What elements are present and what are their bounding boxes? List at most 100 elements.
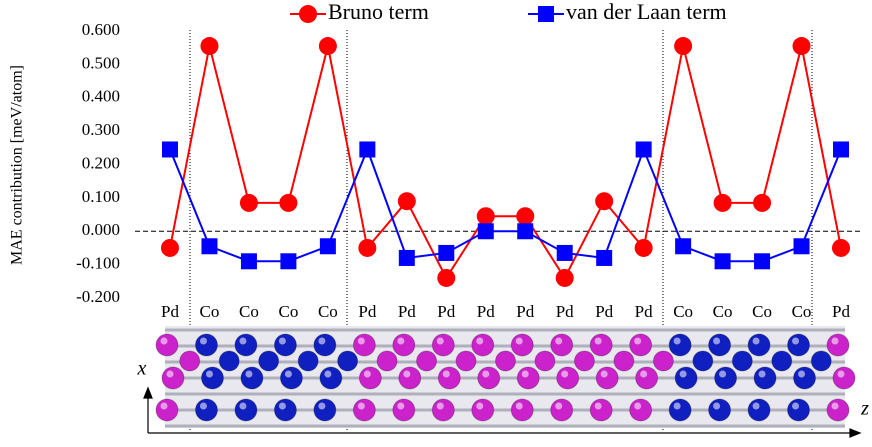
atom bbox=[495, 350, 516, 372]
atom bbox=[708, 398, 732, 422]
point bbox=[477, 223, 494, 240]
atom-highlight bbox=[634, 337, 642, 345]
series-line bbox=[169, 146, 842, 263]
arrow-head bbox=[849, 428, 862, 438]
point bbox=[517, 223, 534, 240]
atom-highlight bbox=[436, 402, 444, 410]
atom bbox=[714, 366, 738, 390]
point bbox=[713, 193, 732, 212]
atom-highlight bbox=[515, 402, 523, 410]
x-tick-label: Co bbox=[278, 302, 298, 321]
atom bbox=[635, 366, 659, 390]
x-tick-label: Pd bbox=[595, 302, 613, 321]
atom bbox=[313, 398, 337, 422]
atom bbox=[319, 366, 343, 390]
point bbox=[754, 253, 771, 270]
atom bbox=[337, 350, 359, 372]
atom bbox=[431, 398, 455, 422]
atom bbox=[273, 333, 297, 357]
point bbox=[319, 238, 336, 255]
atom bbox=[471, 398, 495, 422]
point bbox=[714, 253, 731, 270]
atom-highlight bbox=[640, 370, 648, 378]
x-tick-label: Pd bbox=[832, 302, 850, 321]
y-tick-label: 0.600 bbox=[82, 20, 120, 39]
atom bbox=[668, 398, 692, 422]
atom-highlight bbox=[752, 402, 760, 410]
atom bbox=[194, 398, 218, 422]
point bbox=[279, 193, 298, 212]
atom-highlight bbox=[436, 337, 444, 345]
atom bbox=[431, 333, 455, 357]
atom-highlight bbox=[831, 337, 839, 345]
point bbox=[398, 249, 415, 266]
atom bbox=[753, 366, 777, 390]
atom-highlight bbox=[284, 370, 292, 378]
arrow-head bbox=[143, 386, 153, 399]
x-tick-label: Pd bbox=[358, 302, 376, 321]
atom bbox=[652, 350, 674, 372]
atom bbox=[392, 333, 416, 357]
x-tick-label: Co bbox=[239, 302, 259, 321]
atom bbox=[510, 398, 534, 422]
atom-highlight bbox=[476, 402, 484, 410]
x-tick-label: Pd bbox=[516, 302, 534, 321]
atom-highlight bbox=[555, 402, 563, 410]
atom bbox=[218, 350, 240, 372]
atom bbox=[194, 333, 218, 357]
atom-highlight bbox=[239, 402, 247, 410]
atom bbox=[674, 366, 698, 390]
point bbox=[397, 192, 416, 211]
atom-highlight bbox=[837, 370, 845, 378]
atom bbox=[613, 350, 635, 372]
x-tick-label: Pd bbox=[635, 302, 653, 321]
point bbox=[792, 37, 811, 56]
legend-marker bbox=[299, 5, 317, 23]
y-tick-label: 0.300 bbox=[82, 120, 120, 139]
atom bbox=[708, 333, 732, 357]
point bbox=[161, 238, 179, 257]
point bbox=[635, 141, 652, 158]
x-tick-label: Pd bbox=[556, 302, 574, 321]
atom bbox=[352, 333, 376, 357]
atom bbox=[200, 366, 224, 390]
point bbox=[832, 238, 850, 257]
atom bbox=[534, 350, 556, 372]
atom bbox=[416, 350, 438, 372]
atom-highlight bbox=[798, 370, 806, 378]
atom-highlight bbox=[403, 370, 411, 378]
x-tick-label: Pd bbox=[477, 302, 495, 321]
point bbox=[675, 238, 692, 255]
x-tick-label: Co bbox=[673, 302, 693, 321]
atom-highlight bbox=[199, 337, 207, 345]
atomic-structure bbox=[155, 326, 856, 428]
atom bbox=[731, 350, 753, 372]
y-tick-label: 0.200 bbox=[82, 153, 120, 172]
atom bbox=[234, 333, 258, 357]
atom bbox=[826, 333, 850, 357]
atom-highlight bbox=[561, 370, 569, 378]
atom bbox=[376, 350, 398, 372]
legend-label: van der Laan term bbox=[566, 0, 727, 24]
atom bbox=[297, 350, 319, 372]
x-tick-label: Co bbox=[318, 302, 338, 321]
atom-highlight bbox=[239, 337, 247, 345]
atom bbox=[179, 350, 201, 372]
z-axis-symbol: z bbox=[860, 398, 869, 420]
legend-label: Bruno term bbox=[328, 0, 429, 24]
atom-highlight bbox=[397, 402, 405, 410]
atom-highlight bbox=[324, 370, 332, 378]
atom-highlight bbox=[719, 370, 727, 378]
point bbox=[793, 238, 810, 255]
atom bbox=[692, 350, 714, 372]
atom-highlight bbox=[594, 337, 602, 345]
atom-highlight bbox=[357, 337, 365, 345]
atom bbox=[771, 350, 793, 372]
atom bbox=[550, 398, 574, 422]
point bbox=[833, 141, 849, 158]
atom-highlight bbox=[673, 337, 681, 345]
atom-highlight bbox=[397, 337, 405, 345]
atom bbox=[352, 398, 376, 422]
atom bbox=[240, 366, 264, 390]
